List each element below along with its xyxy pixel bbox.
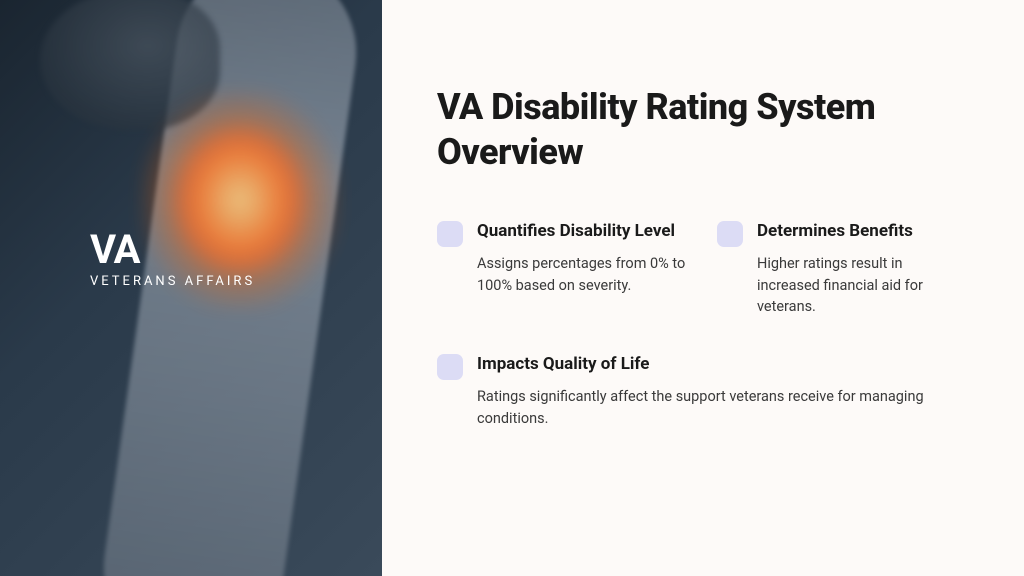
checkbox-icon bbox=[717, 221, 743, 247]
checkbox-icon bbox=[437, 221, 463, 247]
feature-text: Impacts Quality of Life Ratings signific… bbox=[477, 353, 957, 429]
content-panel: VA Disability Rating System Overview Qua… bbox=[382, 0, 1024, 576]
feature-list: Quantifies Disability Level Assigns perc… bbox=[437, 220, 974, 430]
va-logo-full: VETERANS AFFAIRS bbox=[90, 274, 255, 289]
checkbox-icon bbox=[437, 354, 463, 380]
feature-desc: Assigns percentages from 0% to 100% base… bbox=[477, 253, 687, 297]
feature-desc: Ratings significantly affect the support… bbox=[477, 386, 957, 430]
va-logo: VA VETERANS AFFAIRS bbox=[90, 230, 255, 289]
feature-desc: Higher ratings result in increased finan… bbox=[757, 253, 967, 318]
feature-title: Quantifies Disability Level bbox=[477, 220, 687, 243]
feature-quality: Impacts Quality of Life Ratings signific… bbox=[437, 353, 957, 429]
hero-image-panel: VA VETERANS AFFAIRS bbox=[0, 0, 382, 576]
feature-quantifies: Quantifies Disability Level Assigns perc… bbox=[437, 220, 687, 318]
va-logo-abbrev: VA bbox=[90, 230, 255, 270]
feature-title: Determines Benefits bbox=[757, 220, 967, 243]
page-title: VA Disability Rating System Overview bbox=[437, 85, 974, 175]
feature-benefits: Determines Benefits Higher ratings resul… bbox=[717, 220, 967, 318]
feature-text: Determines Benefits Higher ratings resul… bbox=[757, 220, 967, 318]
feature-text: Quantifies Disability Level Assigns perc… bbox=[477, 220, 687, 296]
feature-title: Impacts Quality of Life bbox=[477, 353, 957, 376]
